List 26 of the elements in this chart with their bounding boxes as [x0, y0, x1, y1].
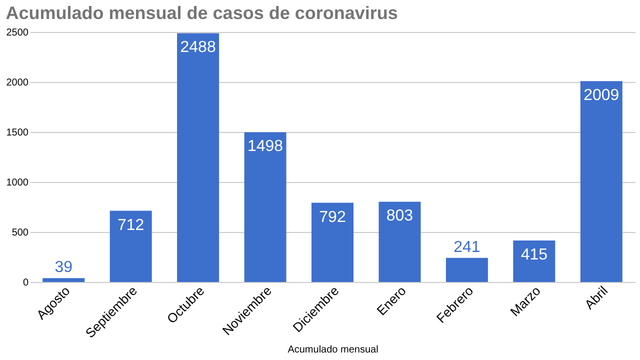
- data-label: 712: [117, 216, 144, 234]
- data-label: 241: [454, 238, 480, 256]
- data-label: 415: [520, 246, 548, 264]
- bar: [312, 202, 354, 282]
- data-label: 1498: [247, 138, 284, 156]
- bar: [378, 202, 421, 282]
- data-label: 792: [319, 208, 346, 226]
- chart-title: Acumulado mensual de casos de coronavirus: [6, 3, 398, 23]
- y-tick-label: 500: [12, 228, 29, 238]
- x-axis-title: Acumulado mensual: [288, 344, 378, 356]
- data-label: 803: [386, 208, 414, 225]
- y-tick-label: 1000: [6, 178, 29, 188]
- y-tick-label: 1500: [6, 128, 29, 138]
- data-label: 2009: [584, 87, 620, 104]
- bar: [110, 210, 152, 282]
- data-label: 39: [54, 259, 73, 276]
- y-tick-label: 2500: [6, 28, 29, 38]
- bar: [446, 258, 488, 282]
- bar: [177, 33, 220, 282]
- data-label: 2488: [180, 39, 216, 56]
- bar: [513, 240, 556, 282]
- bar: [244, 132, 286, 282]
- bar: [580, 81, 622, 282]
- y-tick-label: 2000: [6, 78, 29, 88]
- y-tick-label: 0: [22, 278, 29, 288]
- bar: [42, 278, 85, 282]
